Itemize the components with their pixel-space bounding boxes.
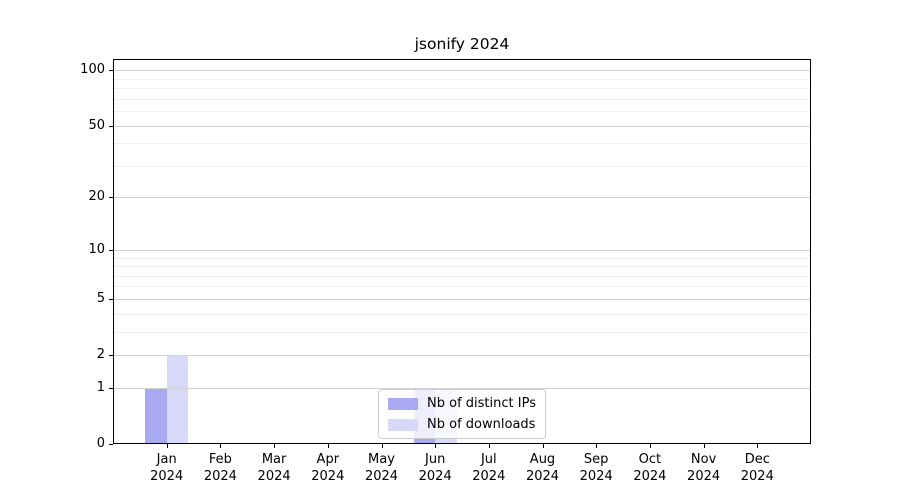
x-tick-mark xyxy=(327,444,329,448)
x-tick-label-apr: Apr 2024 xyxy=(296,451,360,485)
y-tick-mark xyxy=(109,387,113,389)
gridline-minor xyxy=(113,78,811,80)
gridline-major xyxy=(113,197,811,199)
x-tick-year: 2024 xyxy=(364,469,399,484)
x-tick-mark xyxy=(381,444,383,448)
legend-label-distinct-ips: Nb of distinct IPs xyxy=(427,396,536,411)
x-tick-year: 2024 xyxy=(687,469,721,484)
y-tick-label: 0 xyxy=(96,436,105,451)
x-tick-year: 2024 xyxy=(150,469,184,484)
x-tick-mark xyxy=(220,444,222,448)
y-tick-mark xyxy=(109,70,113,72)
legend-row-downloads: Nb of downloads xyxy=(388,417,536,432)
x-tick-mark xyxy=(596,444,598,448)
gridline-minor xyxy=(113,143,811,145)
y-tick-mark xyxy=(109,298,113,300)
y-tick-label: 2 xyxy=(96,347,105,362)
y-tick-label: 5 xyxy=(96,290,105,306)
y-tick-label: 1 xyxy=(96,379,105,395)
grid-layer xyxy=(113,59,811,444)
x-tick-year: 2024 xyxy=(525,469,560,484)
x-tick-label-may: May 2024 xyxy=(350,451,414,485)
legend: Nb of distinct IPs Nb of downloads xyxy=(378,389,546,439)
y-tick-mark xyxy=(109,249,113,251)
gridline-major xyxy=(113,125,811,127)
x-tick-mark xyxy=(542,444,544,448)
y-tick-mark xyxy=(109,125,113,127)
x-tick-year: 2024 xyxy=(740,469,774,484)
x-tick-label-jun: Jun 2024 xyxy=(403,451,467,485)
x-tick-year: 2024 xyxy=(579,469,613,484)
gridline-major xyxy=(113,249,811,251)
x-tick-label-aug: Aug 2024 xyxy=(511,451,575,485)
gridline-major xyxy=(113,355,811,356)
legend-label-downloads: Nb of downloads xyxy=(427,417,536,432)
x-tick-year: 2024 xyxy=(257,469,291,484)
gridline-minor xyxy=(113,257,811,259)
gridline-major xyxy=(113,70,811,72)
x-tick-mark xyxy=(757,444,759,448)
bar-jan-downloads xyxy=(166,355,189,444)
gridline-minor xyxy=(113,88,811,90)
legend-row-distinct-ips: Nb of distinct IPs xyxy=(388,396,536,411)
gridline-major xyxy=(113,298,811,300)
x-tick-label-oct: Oct 2024 xyxy=(618,451,682,485)
legend-swatch-distinct-ips xyxy=(388,397,419,410)
y-tick-mark xyxy=(109,355,113,356)
x-tick-mark xyxy=(274,444,276,448)
x-tick-mark xyxy=(649,444,651,448)
x-tick-label-mar: Mar 2024 xyxy=(242,451,306,485)
gridline-minor xyxy=(113,275,811,277)
x-tick-label-nov: Nov 2024 xyxy=(672,451,736,485)
x-tick-label-jul: Jul 2024 xyxy=(457,451,521,485)
y-tick-label: 20 xyxy=(88,189,105,205)
x-tick-label-jan: Jan 2024 xyxy=(135,451,199,485)
y-tick-label: 10 xyxy=(88,241,105,257)
y-tick-mark xyxy=(109,444,113,445)
gridline-minor xyxy=(113,98,811,100)
x-tick-label-feb: Feb 2024 xyxy=(188,451,252,485)
gridline-minor xyxy=(113,165,811,167)
y-tick-label: 50 xyxy=(88,117,105,133)
x-tick-mark xyxy=(166,444,168,448)
gridline-minor xyxy=(113,286,811,288)
chart-title: jsonify 2024 xyxy=(414,35,510,53)
x-tick-mark xyxy=(703,444,705,448)
x-tick-year: 2024 xyxy=(203,469,237,484)
x-tick-year: 2024 xyxy=(633,469,667,484)
x-tick-year: 2024 xyxy=(311,469,345,484)
x-tick-label-dec: Dec 2024 xyxy=(725,451,789,485)
y-tick-mark xyxy=(109,197,113,199)
x-tick-mark xyxy=(435,444,437,448)
x-tick-year: 2024 xyxy=(418,469,452,484)
x-tick-year: 2024 xyxy=(472,469,506,484)
gridline-minor xyxy=(113,111,811,113)
gridline-minor xyxy=(113,266,811,267)
plot-area: Nb of distinct IPs Nb of downloads xyxy=(113,59,811,444)
gridline-major xyxy=(113,387,811,389)
bar-jan-distinct-ips xyxy=(145,387,167,444)
y-tick-label: 100 xyxy=(80,62,105,78)
gridline-minor xyxy=(113,313,811,315)
legend-swatch-downloads xyxy=(388,418,419,431)
gridline-minor xyxy=(113,331,811,333)
x-tick-mark xyxy=(488,444,490,448)
x-tick-label-sep: Sep 2024 xyxy=(564,451,628,485)
